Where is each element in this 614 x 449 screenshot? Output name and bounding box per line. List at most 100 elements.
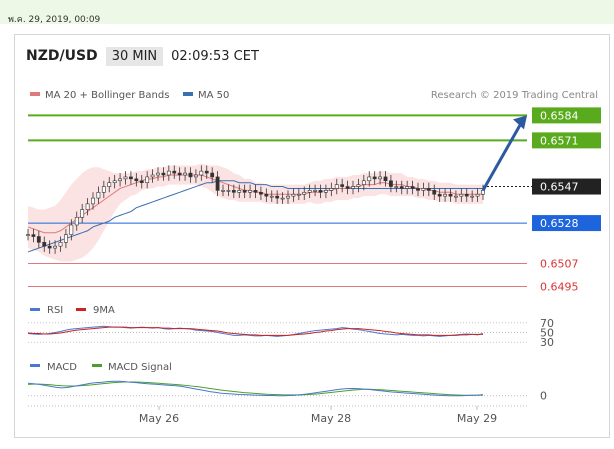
candle-body: [204, 170, 209, 174]
candle-body: [280, 197, 285, 200]
candle-body: [145, 176, 150, 183]
candle-body: [107, 182, 112, 187]
level-badge-0: [532, 107, 601, 124]
chart-header: NZD/USD 30 MIN 02:09:53 CET: [26, 46, 259, 66]
candle-body: [302, 192, 307, 195]
pair-label: NZD/USD: [26, 48, 98, 64]
rsi-legend-swatch: [30, 308, 40, 311]
rsi-ma-line: [27, 326, 483, 336]
candle-body: [112, 180, 117, 183]
candle-body: [399, 186, 404, 189]
candle-body: [139, 180, 144, 183]
candle-body: [31, 234, 36, 237]
candle-body: [226, 190, 231, 192]
candle-body: [291, 193, 296, 197]
candle-body: [324, 190, 328, 193]
rsi-line: [27, 325, 484, 337]
current-price-badge: [532, 178, 601, 195]
candle-body: [231, 190, 236, 193]
candle-body: [58, 242, 63, 247]
candle-body: [129, 176, 133, 180]
macd-legend-label: MACD: [47, 362, 77, 373]
candle-body: [437, 193, 442, 197]
candle-body: [101, 186, 106, 193]
rsi-legend-label: RSI: [47, 305, 63, 316]
rsi-tick-0: 70: [540, 317, 554, 330]
timeframe-badge: 30 MIN: [105, 46, 164, 66]
candle-body: [172, 170, 177, 174]
candle-body: [405, 186, 410, 189]
candle-body: [188, 172, 193, 178]
level-label-4: 0.6507: [540, 257, 579, 270]
candle-body: [454, 195, 458, 198]
candle-body: [69, 224, 74, 235]
candle-body: [351, 186, 355, 189]
candle-body: [242, 190, 247, 193]
candle-body: [215, 176, 220, 191]
candle-body: [448, 193, 453, 197]
rsi-tick-2: 30: [540, 336, 554, 349]
candle-body: [356, 184, 361, 187]
macd-signal-legend-label: MACD Signal: [108, 362, 172, 373]
candle-body: [53, 245, 57, 249]
candle-body: [459, 193, 464, 197]
candle-body: [42, 242, 47, 247]
level-badge-1: [532, 132, 601, 149]
candle-body: [367, 176, 372, 182]
macd-legend-swatch: [30, 364, 40, 367]
candle-body: [237, 190, 242, 193]
macd-line: [27, 380, 484, 397]
current-price-label: 0.6547: [540, 181, 579, 194]
candle-body: [210, 172, 215, 178]
chart-card: NZD/USD 30 MIN 02:09:53 CET: [14, 34, 610, 438]
candle-body: [91, 197, 95, 205]
level-label-3: 0.6528: [540, 217, 579, 230]
candle-body: [443, 193, 447, 197]
candle-body: [378, 176, 382, 180]
candle-body: [389, 180, 393, 187]
level-label-5: 0.6495: [540, 281, 579, 294]
candle-body: [383, 176, 388, 182]
candle-body: [64, 234, 68, 243]
top-bar: พ.ค. 29, 2019, 00:09: [0, 0, 614, 25]
date-label: พ.ค. 29, 2019, 00:09: [8, 15, 101, 25]
candle-body: [426, 188, 431, 191]
candle-body: [134, 178, 139, 182]
candle-body: [248, 190, 252, 193]
candle-body: [199, 170, 204, 176]
ma50-legend-label: MA 50: [198, 90, 229, 101]
candle-body: [150, 174, 155, 178]
candle-body: [470, 195, 475, 198]
candle-body: [80, 209, 85, 218]
candle-body: [372, 176, 377, 180]
projection-arrow-line: [481, 122, 523, 192]
candle-body: [421, 188, 426, 191]
x-tick-label-2: May 29: [457, 412, 497, 425]
candle-body: [345, 186, 350, 189]
rsi-ma-legend-swatch: [76, 308, 86, 311]
candle-body: [318, 190, 323, 193]
level-badge-3: [532, 215, 601, 232]
bollinger-band: [28, 163, 483, 262]
candle-body: [36, 236, 41, 243]
candle-body: [432, 190, 437, 195]
candle-body: [47, 245, 52, 249]
x-tick-label-1: May 28: [311, 412, 351, 425]
candle-body: [161, 172, 166, 176]
candle-body: [123, 176, 128, 180]
candle-body: [464, 193, 469, 197]
ma50-legend-swatch: [183, 92, 193, 96]
candle-body: [259, 192, 263, 195]
x-tick-label-0: May 26: [139, 412, 179, 425]
candle-body: [221, 190, 225, 192]
candle-body: [275, 195, 280, 199]
candle-body: [166, 170, 171, 176]
candle-body: [156, 172, 160, 176]
candle-body: [286, 195, 290, 199]
rsi-tick-1: 50: [540, 327, 554, 340]
candle-body: [253, 190, 258, 193]
level-label-0: 0.6584: [540, 109, 579, 122]
candle-body: [394, 186, 399, 188]
candle-body: [313, 190, 317, 192]
